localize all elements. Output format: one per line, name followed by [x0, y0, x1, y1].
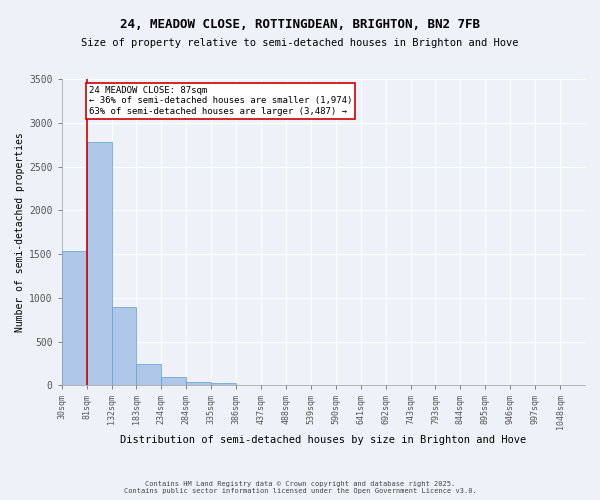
Bar [186, 382, 211, 386]
Y-axis label: Number of semi-detached properties: Number of semi-detached properties [15, 132, 25, 332]
Bar [136, 364, 161, 386]
X-axis label: Distribution of semi-detached houses by size in Brighton and Hove: Distribution of semi-detached houses by … [120, 435, 526, 445]
Bar [112, 306, 136, 386]
Bar [62, 252, 86, 386]
Text: Size of property relative to semi-detached houses in Brighton and Hove: Size of property relative to semi-detach… [81, 38, 519, 48]
Text: 24 MEADOW CLOSE: 87sqm
← 36% of semi-detached houses are smaller (1,974)
63% of : 24 MEADOW CLOSE: 87sqm ← 36% of semi-det… [89, 86, 352, 116]
Text: Contains HM Land Registry data © Crown copyright and database right 2025.
Contai: Contains HM Land Registry data © Crown c… [124, 481, 476, 494]
Text: 24, MEADOW CLOSE, ROTTINGDEAN, BRIGHTON, BN2 7FB: 24, MEADOW CLOSE, ROTTINGDEAN, BRIGHTON,… [120, 18, 480, 30]
Bar [161, 376, 186, 386]
Bar [211, 383, 236, 386]
Bar [86, 142, 112, 386]
